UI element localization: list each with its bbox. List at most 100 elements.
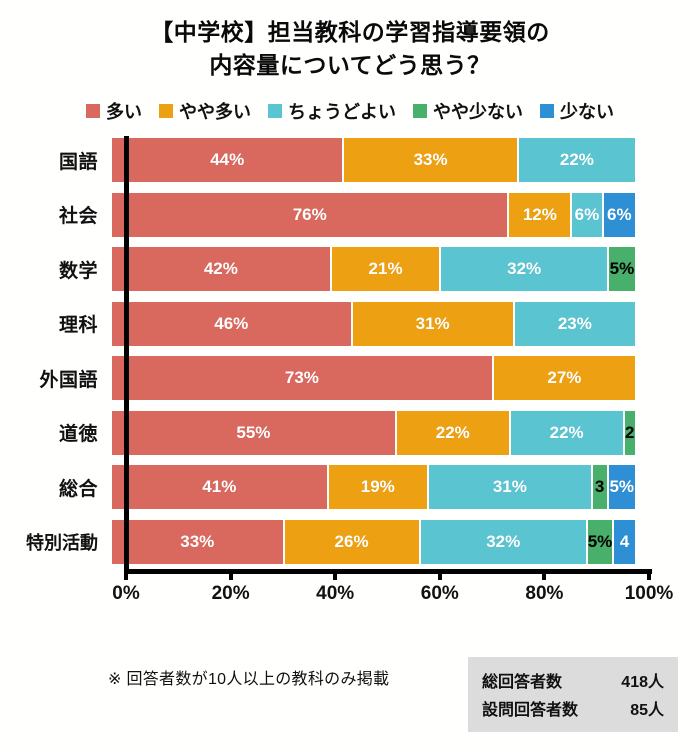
bar-row: 社会 76% 12% 6% 6% xyxy=(0,191,700,239)
legend-item-label: やや多い xyxy=(179,102,251,122)
x-axis-tick xyxy=(437,569,442,580)
bar-segment-label: 32% xyxy=(507,259,542,278)
x-axis-tick xyxy=(542,569,547,580)
bar-segment[interactable]: 19% xyxy=(328,465,429,509)
bar-segment[interactable]: 32% xyxy=(441,247,609,291)
category-label: 国語 xyxy=(58,151,98,173)
bar-segment-label: 31% xyxy=(415,313,450,333)
bar-segment[interactable]: 76% xyxy=(112,192,510,237)
legend-item[interactable]: やや少ない xyxy=(413,98,523,124)
chart-legend: 多い やや多い ちょうどよい やや少ない 少ない xyxy=(0,98,700,124)
x-axis-line xyxy=(124,569,652,574)
legend-item[interactable]: やや多い xyxy=(159,98,251,124)
bar-segment[interactable]: 5% xyxy=(608,247,635,291)
bar-segment-label: 73% xyxy=(284,368,319,387)
bar-segment-label: 6% xyxy=(574,204,600,224)
bar-segment[interactable]: 46% xyxy=(112,301,353,346)
bar-segment[interactable]: 22% xyxy=(518,138,635,182)
bar-segment[interactable]: 12% xyxy=(509,192,573,237)
x-axis-tick-label: 40% xyxy=(316,583,355,604)
bar-segment-label: 33% xyxy=(180,531,215,551)
square-swatch-icon xyxy=(413,104,427,118)
x-axis-tick-label: 80% xyxy=(525,583,564,604)
bar-segment[interactable]: 22% xyxy=(510,410,625,455)
bar-row: 総合 41% 19% 31% 3 5% xyxy=(0,463,700,511)
bar-segment-label: 5% xyxy=(587,531,613,551)
info-row: 総回答者数 418人 xyxy=(468,666,678,694)
chart-plot-area: 国語 44% 33% 22% 社会 76% 12% 6% 6% 数学 42% 21% 32% 5% 理科 46… xyxy=(0,136,700,604)
x-axis-tick xyxy=(124,569,128,580)
bar-segment[interactable]: 23% xyxy=(514,301,635,346)
category-label: 特別活動 xyxy=(26,532,98,553)
bar-segment[interactable]: 27% xyxy=(493,356,635,400)
stacked-bar: 46% 31% 23% xyxy=(112,301,635,346)
bar-segment[interactable]: 21% xyxy=(331,247,442,291)
bar-segment[interactable]: 4 xyxy=(614,519,635,564)
category-label: 道徳 xyxy=(58,424,98,445)
page-title-line-2: 内容量についてどう思う？ xyxy=(209,52,491,78)
info-row-value: 418人 xyxy=(621,674,664,691)
bar-segment[interactable]: 55% xyxy=(112,410,397,455)
bar-segment[interactable]: 31% xyxy=(352,301,515,346)
bar-row: 数学 42% 21% 32% 5% xyxy=(0,245,700,293)
bar-segment-label: 33% xyxy=(413,150,448,169)
bar-segment[interactable]: 32% xyxy=(420,519,588,564)
stacked-bar: 73% 27% xyxy=(112,356,635,400)
bar-segment-label: 31% xyxy=(492,477,527,496)
category-label: 社会 xyxy=(58,206,98,227)
square-swatch-icon xyxy=(268,104,282,118)
legend-item[interactable]: 多い xyxy=(86,98,142,124)
bar-segment-label: 76% xyxy=(292,204,327,224)
bar-segment[interactable]: 73% xyxy=(112,356,494,400)
info-row-value: 85人 xyxy=(630,702,664,719)
legend-item[interactable]: ちょうどよい xyxy=(268,98,396,124)
bar-rows: 国語 44% 33% 22% 社会 76% 12% 6% 6% 数学 42% 21% 32% 5% 理科 46… xyxy=(0,136,700,572)
bar-segment-label: 27% xyxy=(547,368,582,387)
bar-segment[interactable]: 26% xyxy=(284,519,421,564)
category-label: 外国語 xyxy=(39,369,98,391)
x-axis-tick xyxy=(333,569,338,580)
bar-segment-label: 32% xyxy=(486,531,521,551)
stacked-bar: 44% 33% 22% xyxy=(112,138,635,182)
x-axis-tick-label: 60% xyxy=(420,583,459,604)
square-swatch-icon xyxy=(159,104,173,118)
legend-item-label: 少ない xyxy=(560,102,614,122)
bar-row: 国語 44% 33% 22% xyxy=(0,136,700,184)
bar-segment[interactable]: 5% xyxy=(587,519,615,564)
stacked-bar: 76% 12% 6% 6% xyxy=(112,192,635,237)
category-label: 理科 xyxy=(58,315,98,336)
page-title: 【中学校】担当教科の学習指導要領の 内容量についてどう思う？ xyxy=(0,0,700,82)
bar-segment[interactable]: 3 xyxy=(592,465,609,509)
x-axis-tick-label: 20% xyxy=(211,583,250,604)
bar-segment[interactable]: 22% xyxy=(396,410,511,455)
legend-item-label: やや少ない xyxy=(433,102,523,122)
legend-item[interactable]: 少ない xyxy=(540,98,614,124)
x-axis-tick-label: 100% xyxy=(624,583,674,604)
bar-segment[interactable]: 44% xyxy=(112,138,345,182)
bar-segment[interactable]: 5% xyxy=(608,465,635,509)
bar-segment[interactable]: 31% xyxy=(428,465,593,509)
bar-segment[interactable]: 6% xyxy=(603,192,635,237)
x-axis-tick-labels: 0% 20% 40% 60% 80% 100% xyxy=(0,583,700,611)
stacked-bar: 42% 21% 32% 5% xyxy=(112,247,635,291)
bar-segment[interactable]: 41% xyxy=(112,465,329,509)
square-swatch-icon xyxy=(540,104,554,118)
x-axis-tick xyxy=(228,569,233,580)
bar-segment[interactable]: 33% xyxy=(344,138,519,182)
page-title-line-1: 【中学校】担当教科の学習指導要領の xyxy=(150,19,550,45)
bar-row: 特別活動 33% 26% 32% 5% 4 xyxy=(0,518,700,566)
bar-segment[interactable]: 2 xyxy=(624,410,635,455)
bar-segment-label: 26% xyxy=(334,531,369,551)
x-axis-tick-label: 0% xyxy=(112,583,140,604)
stacked-bar: 33% 26% 32% 5% 4 xyxy=(112,519,635,564)
bar-segment[interactable]: 33% xyxy=(112,519,285,564)
footnote: ※ 回答者数が10人以上の教科のみ掲載 xyxy=(108,671,390,688)
y-axis-line xyxy=(124,136,129,574)
bar-segment-label: 22% xyxy=(435,422,470,442)
info-row-key: 設問回答者数 xyxy=(482,702,579,719)
bar-segment-label: 46% xyxy=(214,313,249,333)
info-row: 設問回答者数 85人 xyxy=(468,694,678,722)
bar-segment[interactable]: 42% xyxy=(112,247,332,291)
bar-segment-label: 4 xyxy=(619,531,630,551)
bar-segment[interactable]: 6% xyxy=(572,192,604,237)
